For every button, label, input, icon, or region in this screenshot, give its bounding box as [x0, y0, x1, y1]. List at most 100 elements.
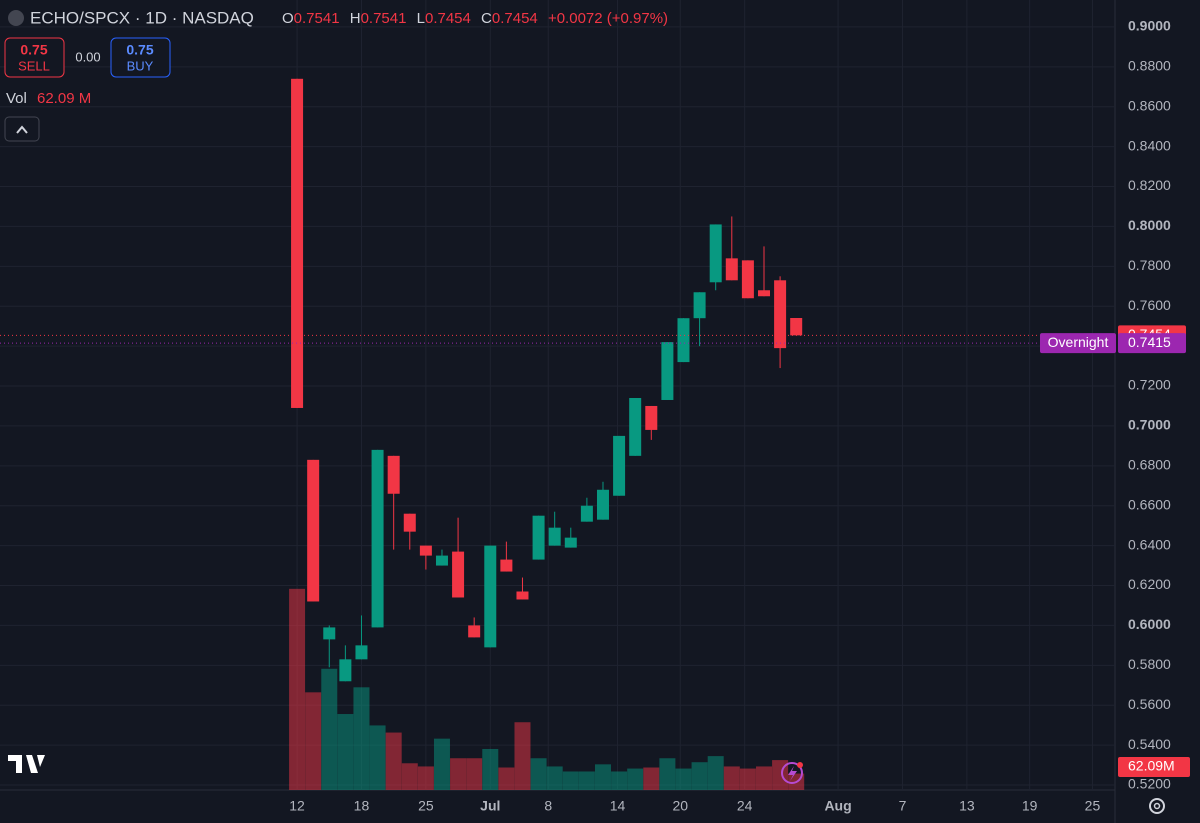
- candle-body: [532, 515, 545, 560]
- candle-body: [741, 260, 754, 299]
- volume-bar: [675, 768, 692, 790]
- volume-bar: [755, 766, 772, 790]
- y-tick-label: 0.6400: [1128, 536, 1171, 552]
- candle-body: [613, 435, 626, 496]
- volume-bar: [337, 714, 354, 790]
- candle-body: [403, 513, 416, 532]
- volume-bar: [369, 725, 386, 790]
- volume-bar: [739, 768, 756, 790]
- candle-body: [387, 455, 400, 494]
- overnight-name: Overnight: [1048, 334, 1109, 350]
- open-value: 0.7541: [294, 10, 340, 27]
- candle-body: [516, 591, 529, 600]
- volume-bar: [643, 767, 660, 790]
- collapse-icon[interactable]: [16, 125, 28, 134]
- candle-body: [757, 290, 770, 297]
- volume-bar: [594, 764, 611, 790]
- candle-body: [774, 280, 787, 349]
- candle-body: [468, 625, 481, 638]
- buy-button[interactable]: 0.75 BUY: [110, 37, 171, 78]
- sell-price[interactable]: 0.75: [20, 42, 47, 58]
- low-label: L: [417, 10, 425, 27]
- volume-value: 62.09 M: [37, 90, 91, 107]
- chart-title: ECHO/SPCX · 1D · NASDAQ: [30, 8, 254, 27]
- volume-badge: [1118, 757, 1190, 777]
- x-tick-label: Jul: [480, 798, 500, 814]
- y-tick-label: 0.6600: [1128, 496, 1171, 512]
- candle-body: [500, 559, 513, 572]
- x-tick-label: 12: [289, 798, 305, 814]
- settings-button[interactable]: [1149, 798, 1165, 814]
- lightning-dot[interactable]: [797, 762, 803, 768]
- volume-bar: [289, 588, 306, 790]
- lightning-button[interactable]: [781, 762, 803, 784]
- x-tick-label: 24: [737, 798, 753, 814]
- volume-bar: [514, 722, 531, 790]
- sell-box[interactable]: [4, 37, 65, 78]
- candle-body: [323, 627, 336, 640]
- symbol-logo: [8, 10, 24, 26]
- candle-body: [709, 224, 722, 283]
- volume-bar: [433, 738, 450, 790]
- buy-label[interactable]: BUY: [127, 58, 154, 73]
- volume-bar: [482, 748, 499, 790]
- x-tick-label: 18: [354, 798, 370, 814]
- x-tick-label: 14: [610, 798, 626, 814]
- volume-bar: [305, 692, 322, 790]
- candle-body: [484, 545, 497, 648]
- settings-center[interactable]: [1153, 802, 1161, 810]
- y-tick-label: 0.5400: [1128, 736, 1171, 752]
- candle-body: [629, 397, 642, 456]
- volume-bar: [401, 763, 418, 790]
- y-tick-label: 0.7600: [1128, 297, 1171, 313]
- y-tick-label: 0.7200: [1128, 377, 1171, 393]
- change: +0.0072 (+0.97%): [548, 10, 668, 27]
- lightning-icon[interactable]: [788, 766, 797, 781]
- volume-bar: [417, 766, 434, 790]
- y-tick-label: 0.6000: [1128, 616, 1171, 632]
- collapse-box[interactable]: [4, 116, 40, 142]
- sell-button[interactable]: 0.75 SELL: [4, 37, 65, 78]
- x-tick-label: 20: [672, 798, 688, 814]
- candle-body: [596, 489, 609, 520]
- close-value: 0.7454: [492, 10, 538, 27]
- y-tick-label: 0.7800: [1128, 257, 1171, 273]
- buy-box[interactable]: [110, 37, 171, 78]
- volume-bar: [578, 771, 595, 790]
- volume-bar: [691, 762, 708, 790]
- candle-body: [645, 405, 658, 430]
- y-tick-label: 0.8000: [1128, 217, 1171, 233]
- sell-label[interactable]: SELL: [18, 58, 50, 73]
- x-tick-label: 19: [1022, 798, 1038, 814]
- volume-bar: [321, 668, 338, 790]
- candle-body: [435, 555, 448, 566]
- overnight-name-badge: [1040, 333, 1116, 354]
- low-value: 0.7454: [425, 10, 471, 27]
- high-label: H: [350, 10, 361, 27]
- collapse-button[interactable]: [4, 116, 40, 142]
- volume-bar: [627, 768, 644, 790]
- candle-body: [580, 505, 593, 522]
- volume-bar: [546, 766, 563, 790]
- candle-body: [564, 537, 577, 548]
- high-value: 0.7541: [361, 10, 407, 27]
- volume-bar: [707, 756, 724, 790]
- y-tick-label: 0.6800: [1128, 457, 1171, 473]
- x-tick-label: Aug: [824, 798, 851, 814]
- y-tick-label: 0.8800: [1128, 58, 1171, 74]
- buy-price[interactable]: 0.75: [126, 42, 153, 58]
- settings-icon[interactable]: [1149, 798, 1165, 814]
- candle-body: [419, 545, 432, 556]
- y-tick-label: 0.8200: [1128, 177, 1171, 193]
- y-tick-label: 0.8600: [1128, 97, 1171, 113]
- candle-body: [790, 317, 803, 336]
- volume-bar: [659, 758, 676, 790]
- volume-bar: [498, 767, 515, 790]
- candle-body: [355, 645, 368, 660]
- lightning-ring[interactable]: [781, 762, 803, 784]
- y-tick-label: 0.5800: [1128, 656, 1171, 672]
- candle-body: [725, 258, 738, 281]
